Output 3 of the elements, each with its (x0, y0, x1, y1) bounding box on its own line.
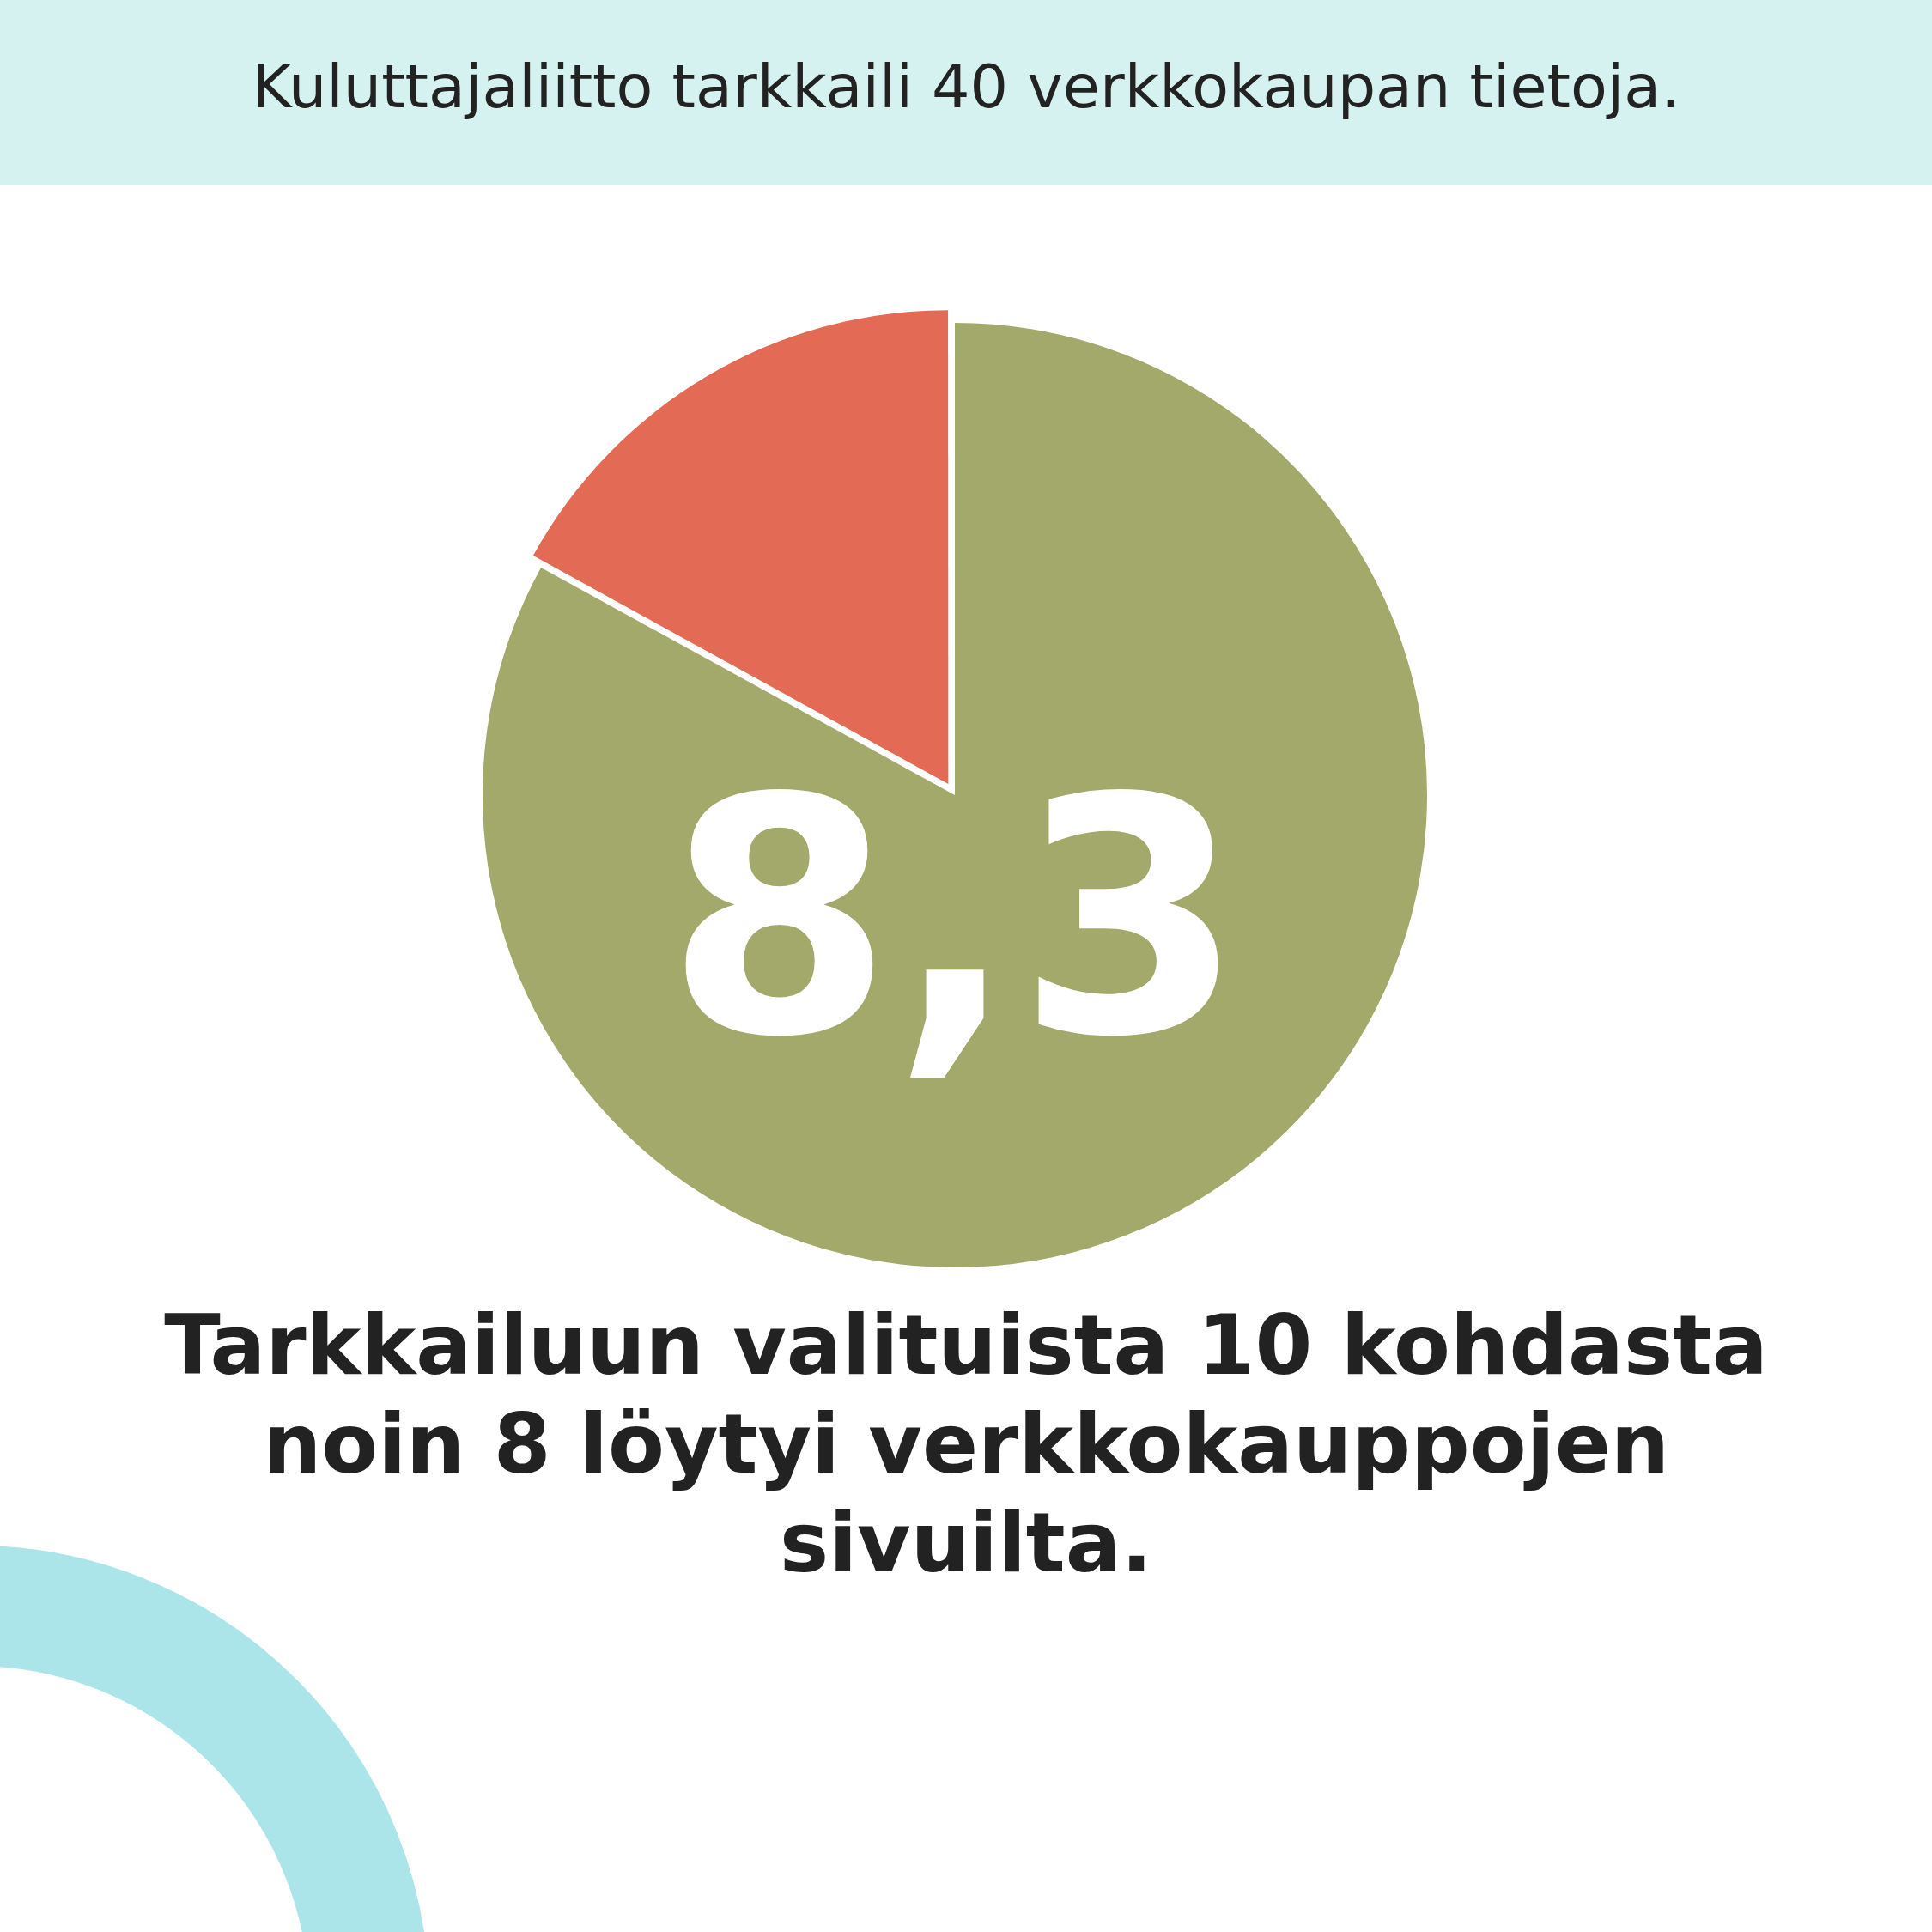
chart-title: Kuluttajaliitto tarkkaili 40 verkkokaupan tietoja. (251, 52, 1681, 122)
text: Tarkkailuun valituista 10 kohdasta noin 8 löytyi verkkokauppojen sivuilta. (163, 1297, 1769, 1594)
text: 8,3 (665, 728, 1245, 1109)
